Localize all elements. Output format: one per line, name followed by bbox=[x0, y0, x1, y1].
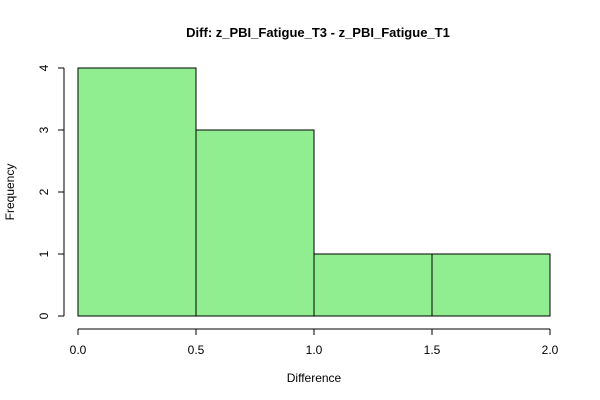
histogram-bar-3 bbox=[431, 253, 551, 317]
histogram-bar-2 bbox=[313, 253, 433, 317]
y-tick-label-3: 3 bbox=[37, 126, 51, 133]
x-tick-label-1: 0.5 bbox=[188, 343, 205, 357]
x-axis: 0.0 0.5 1.0 1.5 2.0 bbox=[70, 328, 559, 357]
x-tick-label-3: 1.5 bbox=[424, 343, 441, 357]
bars-group bbox=[77, 67, 551, 317]
x-tick-label-4: 2.0 bbox=[542, 343, 559, 357]
y-axis-label: Frequency bbox=[3, 164, 17, 221]
histogram-bar-1 bbox=[195, 129, 315, 317]
x-axis-label: Difference bbox=[287, 371, 342, 385]
x-tick-label-2: 1.0 bbox=[306, 343, 323, 357]
y-tick-label-2: 2 bbox=[37, 188, 51, 195]
y-tick-label-4: 4 bbox=[37, 64, 51, 71]
y-tick-label-0: 0 bbox=[37, 312, 51, 319]
y-axis: 0 1 2 3 4 bbox=[37, 64, 65, 319]
histogram-bar-0 bbox=[77, 67, 197, 317]
x-tick-label-0: 0.0 bbox=[70, 343, 87, 357]
chart-title: Diff: z_PBI_Fatigue_T3 - z_PBI_Fatigue_T… bbox=[186, 25, 450, 40]
y-tick-label-1: 1 bbox=[37, 250, 51, 257]
